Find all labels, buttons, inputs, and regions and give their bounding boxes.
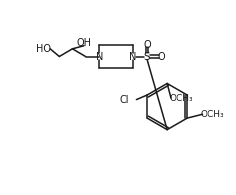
Text: OH: OH [76, 38, 92, 48]
Text: Cl: Cl [119, 95, 129, 105]
Text: O: O [157, 51, 165, 61]
Text: O: O [143, 40, 151, 50]
Text: S: S [144, 51, 150, 61]
Text: N: N [129, 51, 136, 61]
Text: OCH₃: OCH₃ [201, 110, 224, 119]
Text: N: N [96, 51, 103, 61]
Text: OCH₃: OCH₃ [169, 94, 193, 103]
Text: HO: HO [36, 44, 51, 54]
